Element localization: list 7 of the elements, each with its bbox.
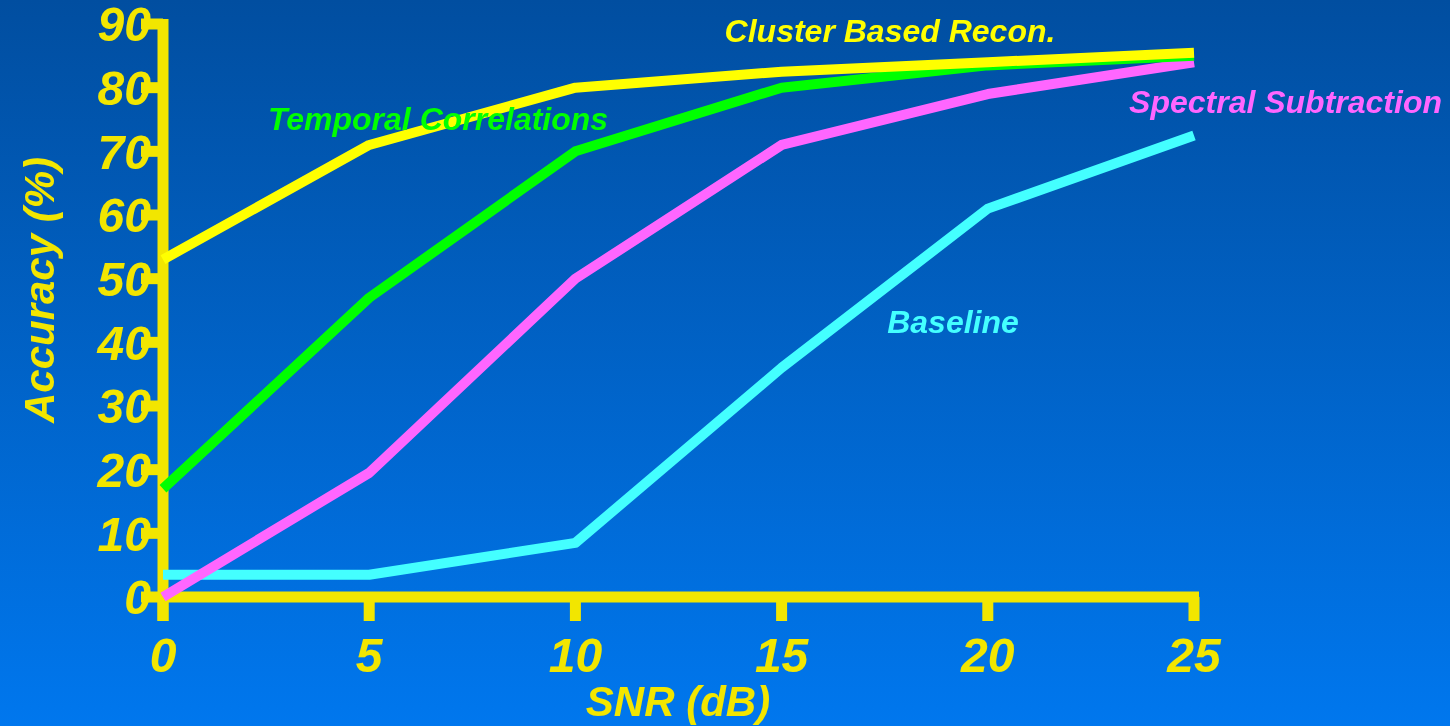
x-tick-label: 5 bbox=[355, 629, 384, 682]
series-label: Baseline bbox=[887, 304, 1019, 340]
x-tick-label: 25 bbox=[1166, 629, 1222, 682]
x-tick-label: 20 bbox=[960, 629, 1015, 682]
y-axis-title: Accuracy (%) bbox=[16, 156, 63, 425]
series-label: Cluster Based Recon. bbox=[724, 13, 1056, 49]
series-label: Spectral Subtraction bbox=[1129, 84, 1442, 120]
